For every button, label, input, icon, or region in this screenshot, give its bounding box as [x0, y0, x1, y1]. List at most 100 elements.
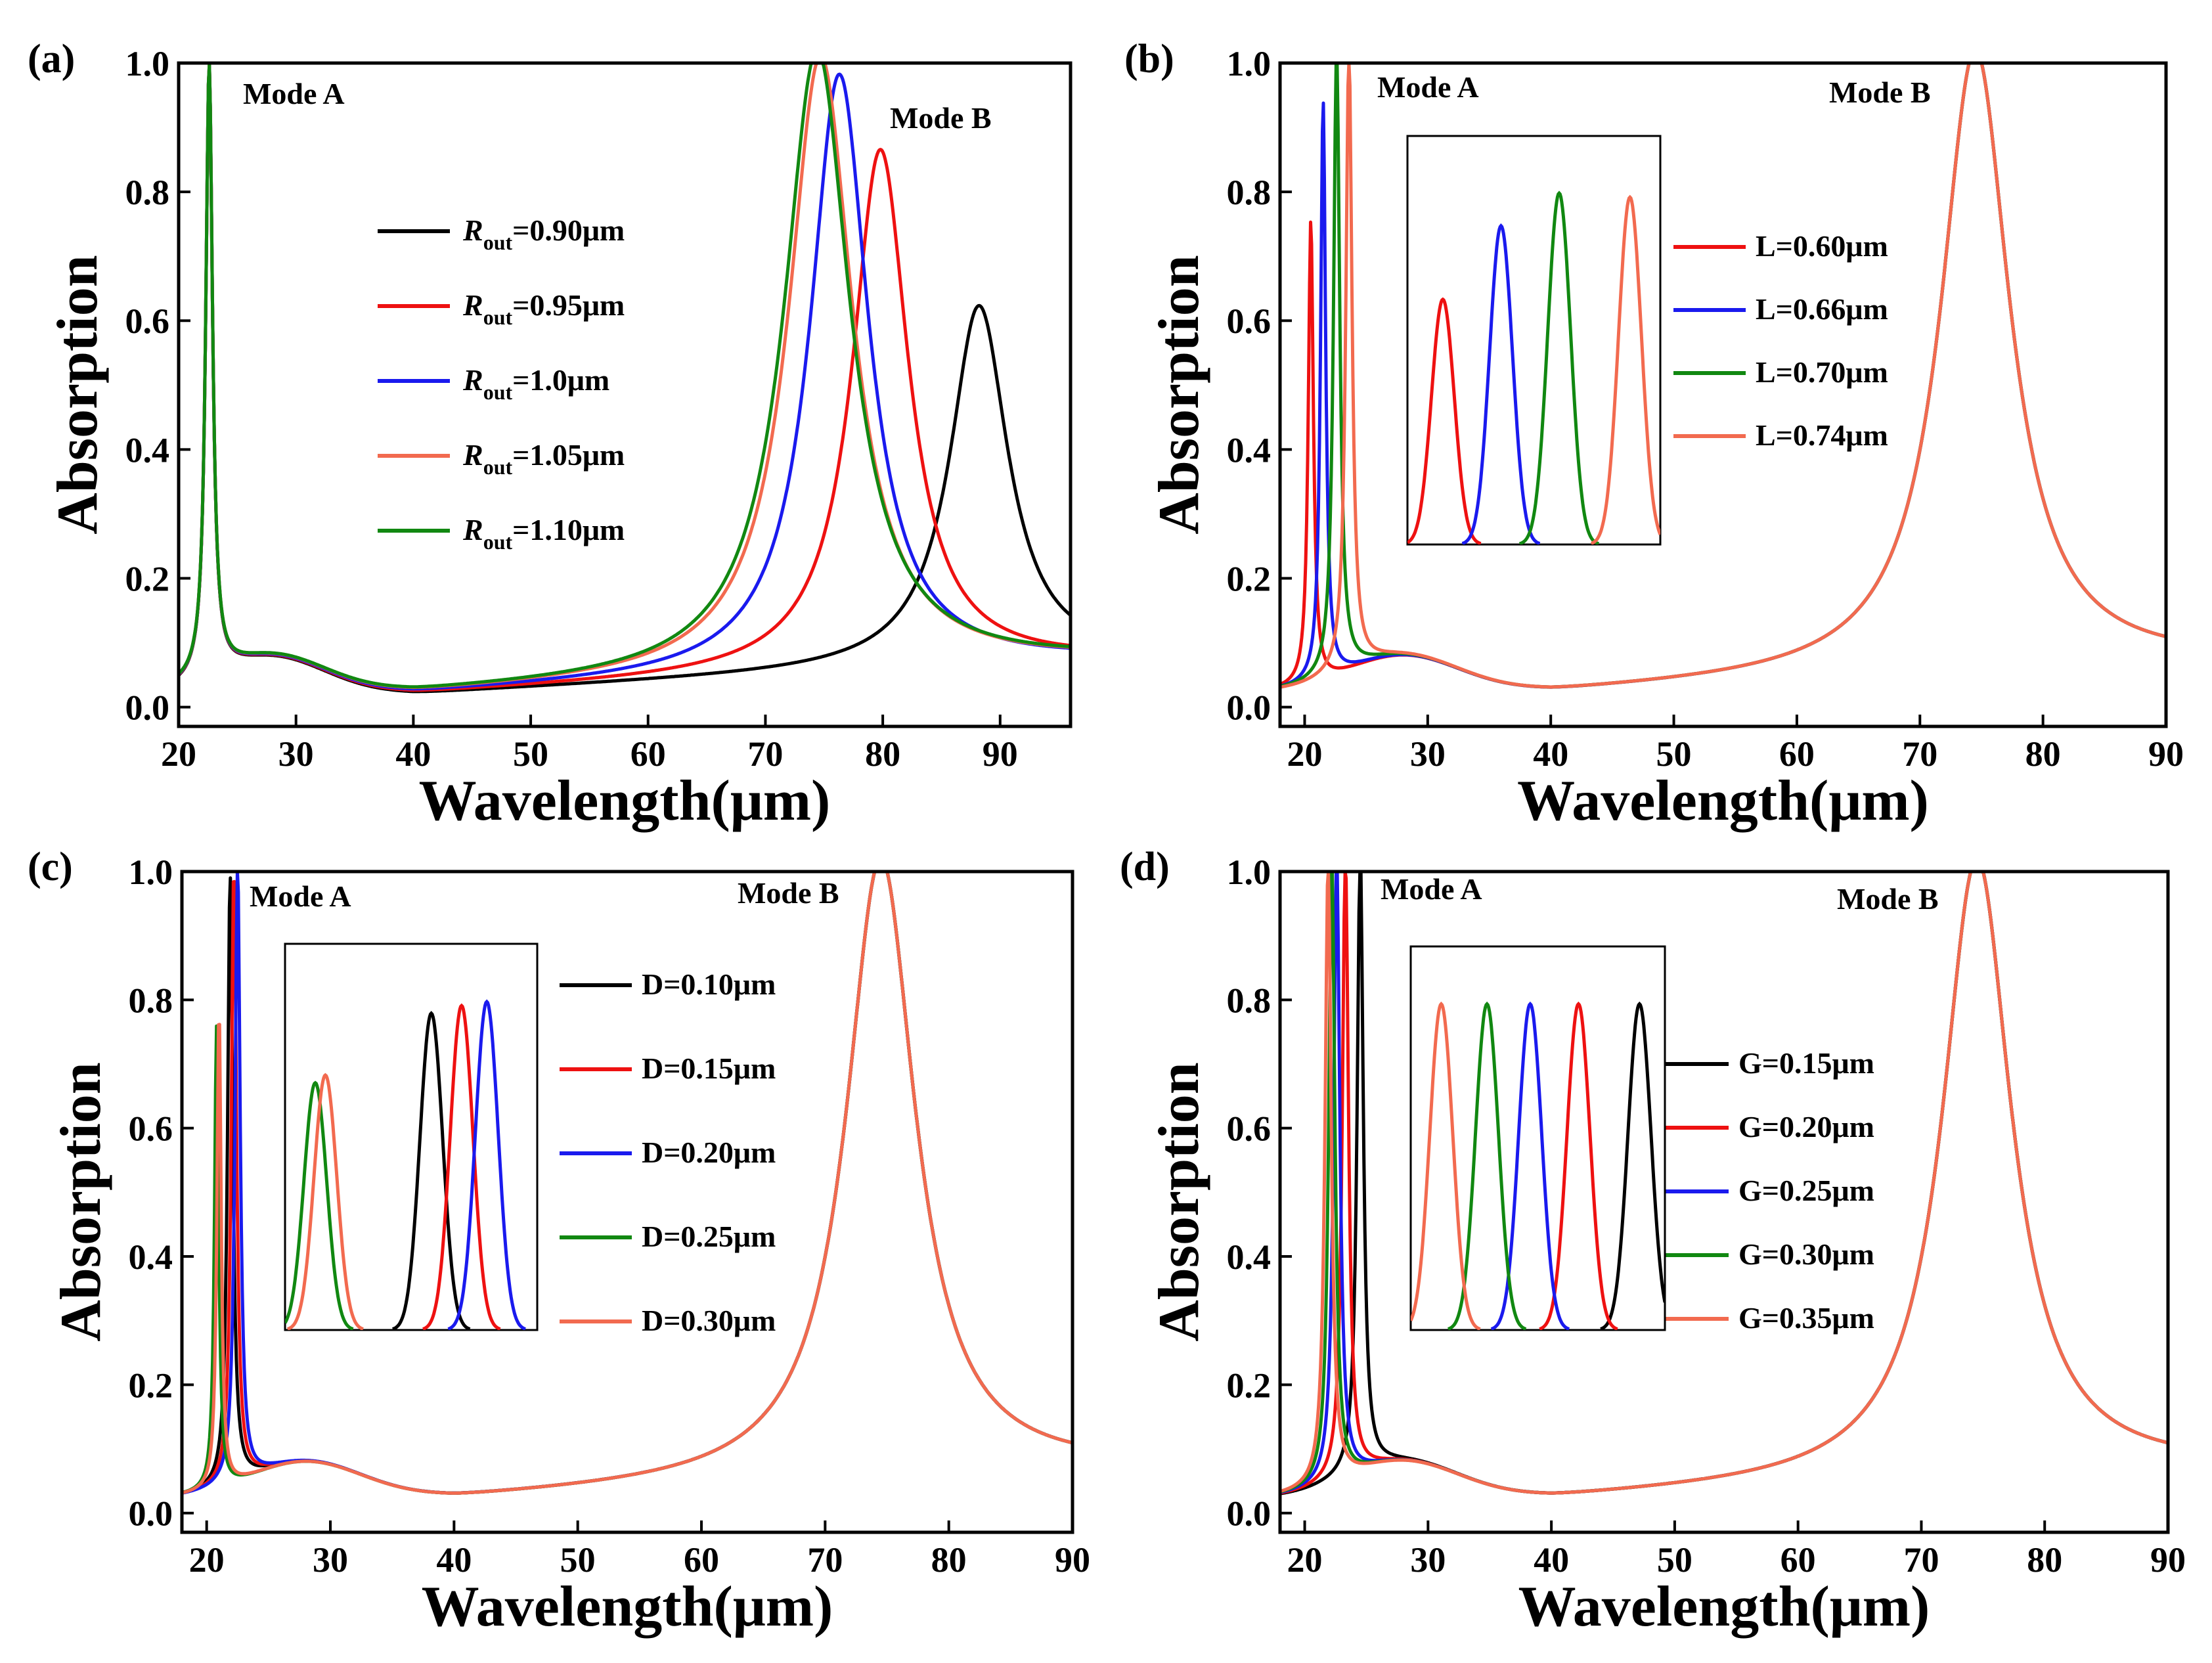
x-tick-label-c-3: 50: [560, 1540, 596, 1580]
mode-a-label-a: Mode A: [243, 77, 345, 110]
x-tick-label-a-0: 20: [161, 734, 196, 774]
y-tick-label-b-4: 0.8: [1227, 173, 1272, 212]
x-tick-label-b-1: 30: [1410, 734, 1446, 774]
y-tick-label-d-4: 0.8: [1227, 981, 1272, 1020]
series-line-a-1: [179, 63, 1071, 692]
y-axis-label-b: Absorption: [1147, 255, 1211, 534]
x-tick-label-c-7: 90: [1055, 1540, 1090, 1580]
legend-entry-d-4: G=0.35μm: [1738, 1301, 1874, 1335]
x-tick-label-c-2: 40: [436, 1540, 472, 1580]
panel-label-a: (a): [28, 37, 75, 81]
legend-entry-a-4: Rout=1.10μm: [462, 513, 625, 554]
x-tick-label-d-6: 80: [2027, 1540, 2062, 1580]
mode-a-label-b: Mode A: [1377, 70, 1479, 104]
legend-entry-c-2: D=0.20μm: [642, 1136, 776, 1169]
y-tick-label-b-1: 0.2: [1227, 559, 1272, 598]
inset-peak-d-3: [1448, 1001, 1527, 1330]
y-tick-label-a-4: 0.8: [125, 173, 170, 212]
x-tick-label-b-0: 20: [1287, 734, 1322, 774]
y-tick-label-c-0: 0.0: [129, 1494, 173, 1534]
plot-frame-b: [1278, 61, 2168, 728]
inset-d: [1409, 945, 1666, 1331]
x-tick-label-a-4: 60: [630, 734, 666, 774]
legend-entry-c-4: D=0.30μm: [642, 1304, 776, 1337]
y-tick-label-d-1: 0.2: [1227, 1365, 1272, 1405]
x-tick-label-a-6: 80: [865, 734, 900, 774]
x-tick-label-b-2: 40: [1533, 734, 1568, 774]
x-tick-label-a-7: 90: [983, 734, 1018, 774]
mode-b-label-d: Mode B: [1837, 882, 1939, 916]
legend-entry-a-3: Rout=1.05μm: [462, 438, 625, 479]
y-tick-label-a-3: 0.6: [125, 301, 170, 341]
y-tick-label-b-2: 0.4: [1227, 430, 1272, 470]
y-tick-label-b-5: 1.0: [1227, 44, 1272, 83]
inset-peak-d-2: [1490, 1001, 1570, 1330]
x-tick-label-c-5: 70: [807, 1540, 843, 1580]
series-line-d-4: [1280, 872, 2168, 1495]
x-tick-label-d-5: 70: [1903, 1540, 1939, 1580]
legend-entry-a-2: Rout=1.0μm: [462, 363, 609, 404]
y-tick-label-a-5: 1.0: [125, 44, 170, 83]
inset-peak-c-2: [447, 999, 526, 1330]
x-tick-label-c-1: 30: [313, 1540, 348, 1580]
x-tick-label-c-0: 20: [189, 1540, 225, 1580]
x-tick-label-d-4: 60: [1781, 1540, 1816, 1580]
y-tick-label-c-4: 0.8: [129, 981, 173, 1020]
panel-label-b: (b): [1124, 37, 1174, 81]
legend-entry-b-2: L=0.70μm: [1756, 355, 1888, 389]
x-tick-label-b-6: 80: [2025, 734, 2061, 774]
inset-b: [1406, 135, 1662, 546]
mode-b-label-c: Mode B: [738, 876, 839, 910]
inset-peak-b-0: [1407, 297, 1482, 544]
legend-entry-b-1: L=0.66μm: [1756, 292, 1888, 326]
x-tick-label-d-1: 30: [1410, 1540, 1446, 1580]
series-line-a-2: [179, 63, 1071, 691]
series-line-a-4: [179, 63, 1071, 689]
series-line-a-3: [179, 63, 1071, 690]
x-tick-label-c-4: 60: [684, 1540, 719, 1580]
y-tick-label-d-5: 1.0: [1227, 853, 1272, 892]
x-tick-label-d-0: 20: [1287, 1540, 1323, 1580]
legend-entry-b-0: L=0.60μm: [1756, 229, 1888, 263]
y-tick-label-d-2: 0.4: [1227, 1237, 1272, 1277]
plot-frame-d: [1278, 870, 2170, 1534]
legend-entry-d-2: G=0.25μm: [1738, 1174, 1874, 1207]
plot-frame-a: [177, 61, 1073, 728]
panel-label-c: (c): [28, 845, 73, 889]
curves-b: [1280, 63, 2166, 689]
x-tick-label-d-7: 90: [2150, 1540, 2186, 1580]
series-line-b-3: [1280, 63, 2166, 689]
x-tick-label-b-4: 60: [1779, 734, 1815, 774]
inset-peak-d-1: [1539, 1001, 1618, 1330]
curves-a: [179, 63, 1071, 694]
x-axis-label-a: Wavelength(μm): [419, 769, 831, 833]
legend-entry-d-0: G=0.15μm: [1738, 1046, 1874, 1080]
mode-a-label-c: Mode A: [250, 879, 351, 913]
legend-entry-d-1: G=0.20μm: [1738, 1110, 1874, 1143]
y-tick-label-c-2: 0.4: [129, 1237, 173, 1277]
y-tick-label-a-0: 0.0: [125, 688, 170, 728]
plot-frame-c: [180, 870, 1074, 1534]
x-tick-label-d-3: 50: [1657, 1540, 1692, 1580]
mode-b-label-a: Mode B: [890, 101, 992, 135]
x-tick-label-a-2: 40: [395, 734, 431, 774]
x-tick-label-a-3: 50: [513, 734, 548, 774]
inset-peak-c-1: [422, 1003, 501, 1330]
x-tick-label-b-5: 70: [1902, 734, 1937, 774]
panel-b: 20 30 40 50 60 70 80 90 0.0 0.2 0.4 0.6 0.8 1.0 Wavele…: [1124, 37, 2184, 833]
inset-peak-d-0: [1600, 1001, 1665, 1330]
y-axis-label-a: Absorption: [46, 255, 110, 534]
y-tick-label-a-1: 0.2: [125, 559, 170, 598]
x-axis-label-b: Wavelength(μm): [1517, 769, 1929, 833]
panel-d: 20 30 40 50 60 70 80 90 0.0 0.2 0.4 0.6 0.8 1.0 Wavele…: [1120, 845, 2186, 1639]
x-axis-label-d: Wavelength(μm): [1518, 1575, 1930, 1639]
panel-a: 20 30 40 50 60 70 80 90 0.0 0.2 0.4 0.6 0.8 1.0 Wavele…: [28, 37, 1073, 833]
inset-c: [284, 942, 539, 1331]
y-tick-label-c-5: 1.0: [129, 853, 173, 892]
inset-peak-b-2: [1518, 190, 1600, 544]
x-tick-label-b-7: 90: [2148, 734, 2184, 774]
inset-peak-b-1: [1461, 223, 1541, 544]
mode-a-label-d: Mode A: [1381, 872, 1482, 906]
y-tick-label-b-0: 0.0: [1227, 688, 1272, 728]
